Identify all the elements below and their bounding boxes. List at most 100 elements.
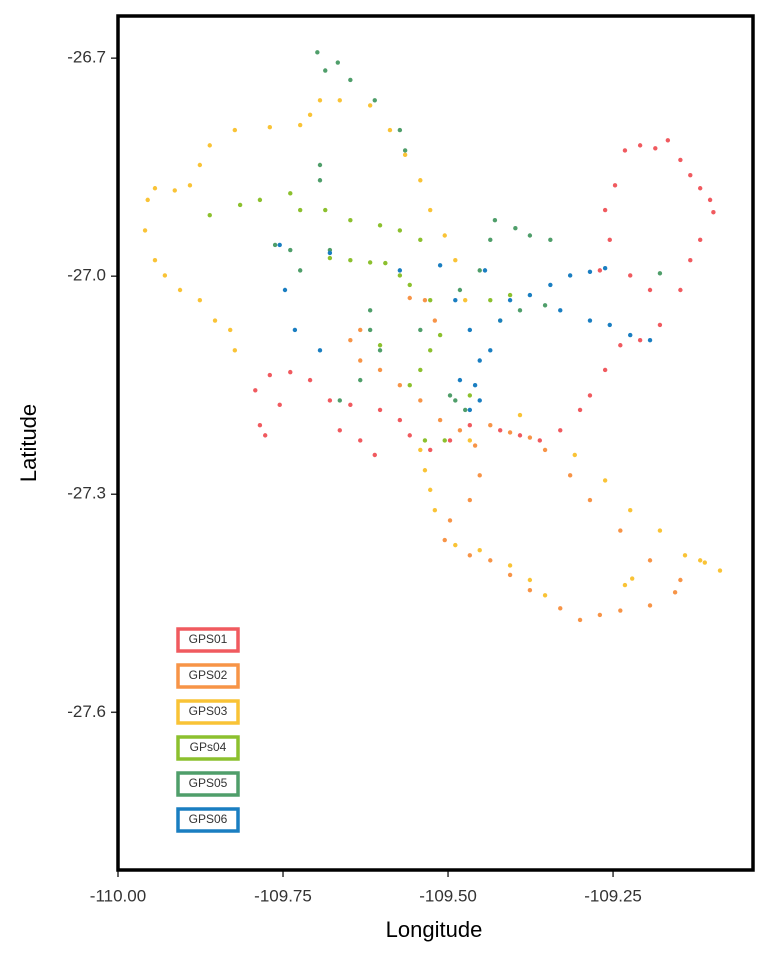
point (327, 255, 333, 261)
point (267, 372, 273, 378)
legend-label: GPS06 (189, 812, 228, 826)
point (517, 433, 523, 438)
point (558, 428, 563, 433)
point (472, 383, 478, 388)
y-tick-label: -26.7 (67, 48, 106, 67)
series (207, 191, 513, 443)
point (397, 417, 403, 423)
point (467, 438, 473, 443)
point (597, 612, 603, 618)
point (297, 207, 303, 213)
point (367, 308, 373, 313)
point (517, 308, 523, 313)
point (707, 197, 713, 203)
point (187, 183, 193, 188)
point (315, 50, 320, 55)
point (407, 282, 412, 288)
point (277, 242, 282, 248)
point (587, 497, 593, 503)
point (457, 287, 463, 293)
point (637, 143, 643, 148)
point (602, 207, 608, 213)
series (253, 138, 716, 458)
series (277, 242, 653, 413)
legend-label: GPS03 (189, 704, 228, 718)
point (678, 157, 683, 163)
point (688, 172, 693, 178)
point (407, 295, 412, 301)
point (317, 98, 323, 103)
x-tick-label: -109.75 (254, 886, 312, 905)
point (597, 268, 603, 273)
point (277, 402, 282, 408)
point (358, 358, 363, 363)
point (492, 218, 498, 223)
point (628, 273, 633, 278)
point (377, 367, 383, 373)
point (407, 433, 412, 438)
point (152, 258, 158, 263)
legend-key (176, 699, 240, 725)
point (418, 237, 423, 243)
point (507, 563, 513, 568)
point (542, 447, 548, 453)
y-tick-label: -27.6 (67, 702, 106, 721)
point (432, 508, 438, 513)
point (453, 297, 458, 303)
point (437, 417, 443, 423)
point (447, 393, 453, 398)
point (335, 60, 341, 65)
point (418, 398, 423, 403)
point (657, 528, 663, 533)
point (397, 383, 403, 388)
point (307, 112, 313, 118)
point (467, 393, 473, 398)
point (467, 422, 473, 428)
point (337, 398, 342, 403)
point (457, 428, 463, 433)
point (387, 127, 393, 133)
point (647, 337, 653, 343)
point (418, 367, 423, 373)
point (337, 428, 342, 433)
point (297, 268, 303, 273)
point (372, 452, 377, 458)
point (572, 452, 577, 458)
point (527, 233, 533, 238)
point (207, 143, 212, 148)
point (317, 348, 323, 353)
point (272, 242, 278, 248)
x-tick-label: -109.50 (419, 886, 477, 905)
point (348, 258, 353, 263)
point (647, 287, 653, 293)
point (542, 303, 548, 308)
point (237, 202, 243, 208)
point (587, 318, 593, 323)
point (257, 422, 263, 428)
point (607, 237, 612, 243)
point (688, 258, 693, 263)
point (678, 287, 683, 293)
point (527, 292, 533, 298)
point (367, 260, 373, 265)
point (397, 268, 403, 273)
point (422, 297, 428, 303)
legend-key (176, 735, 240, 761)
point (457, 377, 463, 383)
point (507, 430, 513, 435)
point (288, 247, 293, 253)
point (697, 186, 703, 191)
point (267, 125, 273, 130)
point (527, 577, 533, 583)
point (577, 407, 583, 413)
point (442, 438, 447, 443)
point (477, 473, 482, 478)
point (367, 327, 373, 333)
point (418, 178, 423, 183)
point (717, 568, 723, 573)
point (172, 188, 177, 193)
point (207, 212, 212, 218)
point (317, 162, 323, 168)
point (542, 593, 548, 598)
